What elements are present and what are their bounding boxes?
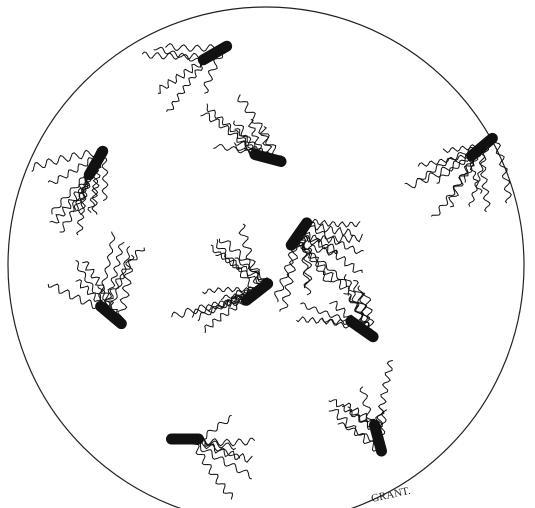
flagellum: [104, 247, 145, 311]
flagellum: [296, 316, 353, 326]
flagellum: [238, 223, 264, 290]
field-circle: [7, 6, 525, 508]
flagellum: [237, 94, 283, 162]
flagellum: [104, 241, 125, 310]
bacillus: [197, 40, 233, 66]
flagellum: [31, 148, 103, 173]
flagellum: [189, 438, 233, 500]
flagellum: [491, 136, 512, 204]
flagellum: [171, 297, 247, 319]
flagellum: [341, 402, 376, 424]
flagellum: [210, 244, 266, 286]
flagellum: [206, 103, 261, 156]
bacillus: [285, 217, 313, 251]
flagellum: [216, 239, 258, 293]
flagellum: [300, 231, 363, 274]
flagellum: [117, 254, 135, 323]
flagellum: [477, 147, 491, 213]
flagellum: [47, 283, 104, 310]
flagellum: [82, 261, 123, 323]
flagellum: [200, 112, 255, 155]
bacillus: [466, 132, 498, 162]
flagellum: [298, 229, 310, 289]
flagellum: [305, 221, 354, 237]
flagellum: [300, 302, 352, 322]
flagellum: [296, 235, 339, 255]
flagellum: [153, 46, 201, 62]
flagellum: [80, 177, 89, 216]
flagellum: [296, 233, 363, 244]
bacillus: [249, 149, 287, 167]
flagellum: [203, 47, 225, 94]
flagellum: [417, 152, 474, 167]
flagellum: [218, 238, 269, 285]
flagellum: [404, 154, 472, 189]
flagellum: [308, 218, 361, 228]
flagellum: [204, 296, 250, 334]
bacillus: [95, 300, 127, 330]
bacillus: [83, 145, 109, 181]
flagellum: [100, 150, 109, 202]
bacillus: [345, 315, 379, 343]
bacillus: [240, 278, 274, 306]
flagellum: [328, 408, 384, 454]
flagellum: [468, 140, 490, 207]
signature: GRANT.: [370, 485, 412, 505]
flagellum: [188, 438, 252, 480]
bacillus: [369, 419, 387, 457]
bacillus: [166, 433, 204, 445]
flagellum: [191, 294, 251, 318]
flagellum: [202, 286, 259, 295]
flagellum: [295, 235, 350, 296]
flagellum: [292, 242, 347, 288]
flagellum: [337, 422, 380, 444]
bacteria: [31, 40, 512, 500]
flagellum: [201, 414, 232, 440]
flagellum: [430, 152, 476, 217]
flagellum: [274, 237, 298, 303]
